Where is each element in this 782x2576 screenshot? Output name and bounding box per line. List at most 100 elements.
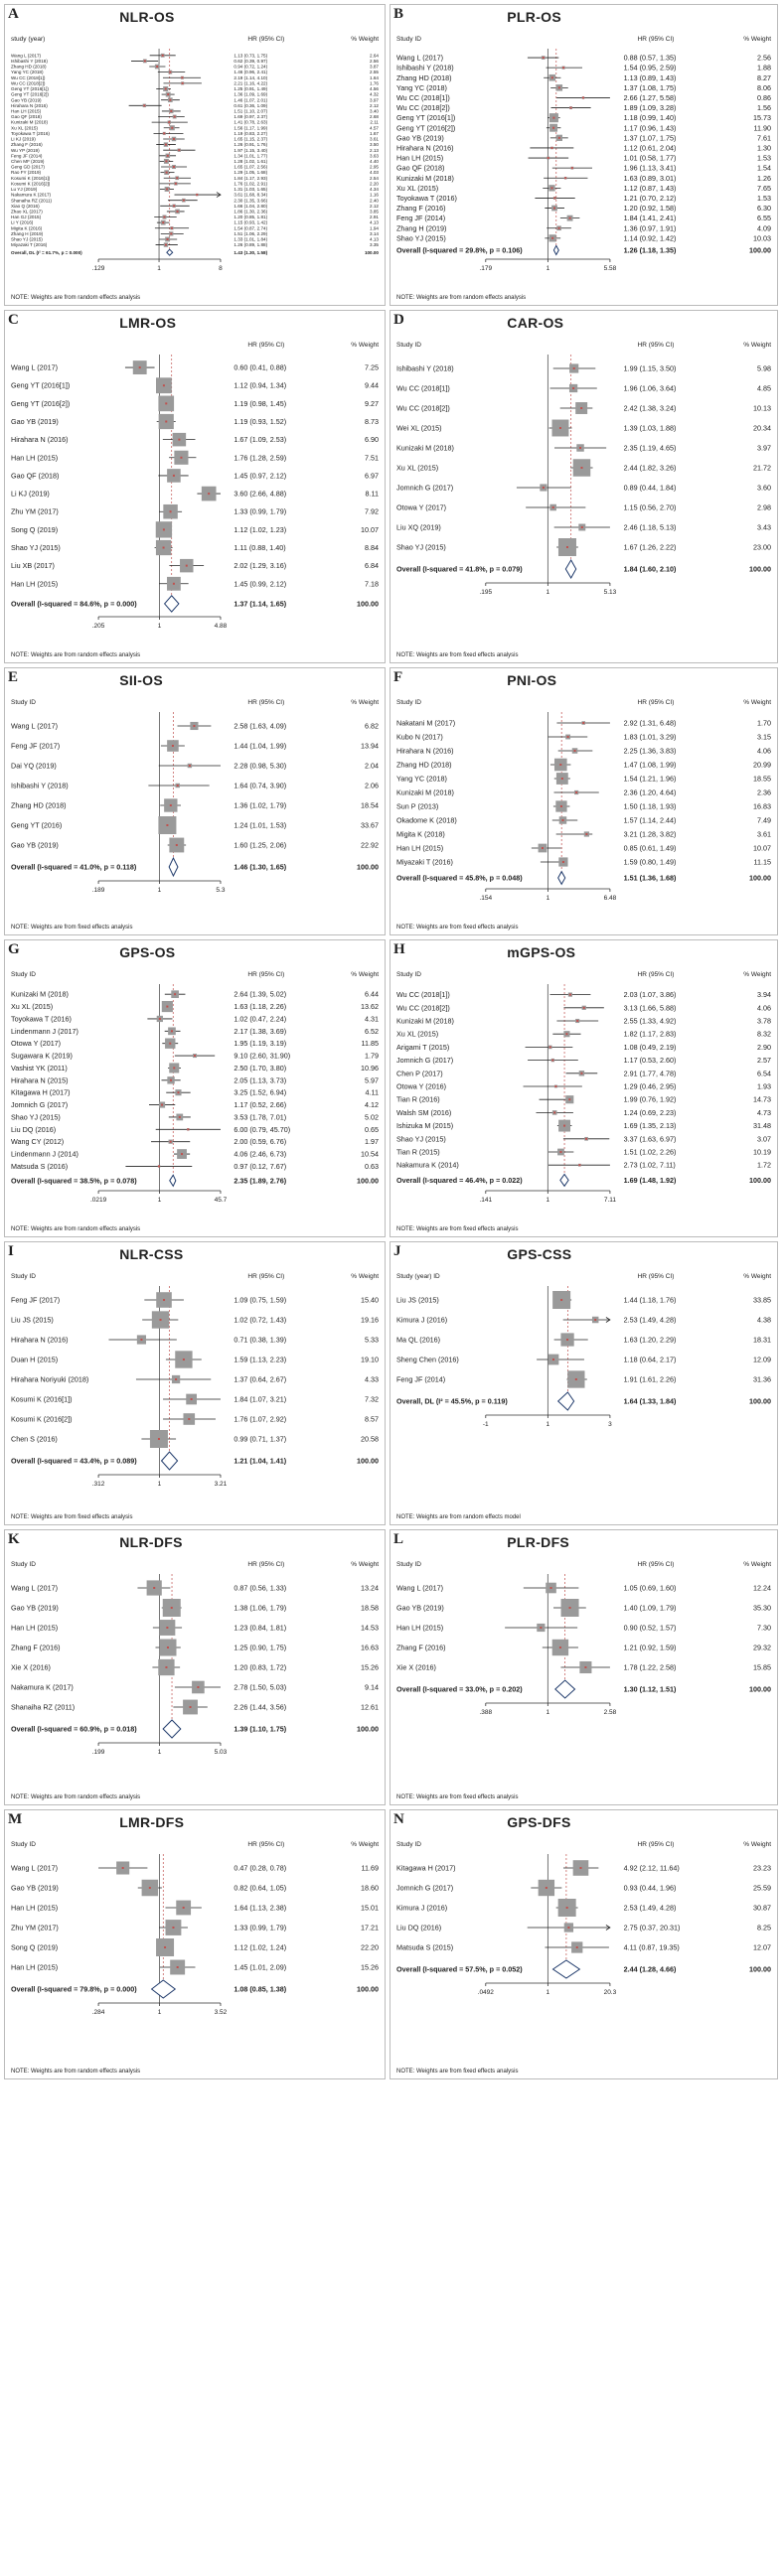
header-weight: % Weight (351, 1561, 379, 1568)
axis-tick-label: 2.58 (604, 1709, 617, 1716)
weight-text: 29.32 (753, 1644, 771, 1652)
point-estimate (165, 402, 168, 405)
overall-label: Overall (I-squared = 43.4%, p = 0.089) (11, 1457, 137, 1466)
point-estimate (585, 1137, 588, 1140)
study-label: Lu YJ (2019) (11, 187, 38, 192)
panel-letter: D (393, 312, 404, 328)
study-label: Migita K (2016) (11, 225, 43, 230)
study-label: Ishibashi Y (2018) (11, 782, 69, 790)
forest-panel-a: A NLR-OS study (year) HR (95% CI) % Weight Wa… (4, 4, 386, 306)
forest-svg: Study ID HR (95% CI) % Weight Wang L (2017)… (396, 1561, 771, 1800)
study-label: Nakatani M (2017) (396, 719, 455, 728)
axis-tick-label: 7.11 (604, 1197, 617, 1204)
hr-ci-text: 1.86 (1.30, 2.36) (234, 210, 267, 215)
forest-svg: study (year) HR (95% CI) % Weight Wang L (2… (11, 36, 379, 301)
header-hr: HR (95% CI) (638, 699, 675, 706)
study-label: Duan H (2015) (11, 1356, 58, 1364)
point-estimate (579, 1867, 582, 1869)
point-estimate (541, 847, 544, 849)
panel-title: LMR-DFS (119, 1814, 185, 1830)
axis-tick-label: .0219 (90, 1197, 107, 1204)
point-estimate (167, 93, 170, 96)
hr-ci-text: 1.20 (0.85, 1.81) (234, 215, 267, 219)
study-label: Zhang HD (2018) (396, 73, 452, 82)
weight-text: 8.32 (757, 1030, 771, 1039)
study-label: Lindenmann J (2017) (11, 1027, 78, 1036)
study-label: Wu CC (2018[2]) (396, 1003, 450, 1012)
panel-letter: L (393, 1531, 404, 1547)
overall-hr-text: 1.64 (1.33, 1.84) (624, 1397, 677, 1406)
study-label: Kosumi K (2016[2]) (11, 181, 51, 186)
overall-diamond (169, 1174, 177, 1188)
header-study: Study ID (396, 1841, 421, 1848)
hr-ci-text: 1.12 (0.87, 1.43) (624, 184, 677, 193)
point-estimate (551, 506, 554, 508)
ci-arrow (216, 192, 222, 198)
point-estimate (547, 157, 549, 160)
weight-text: 22.92 (361, 841, 379, 850)
weight-text: 2.12 (370, 204, 379, 209)
weights-note: NOTE: Weights are from random effects an… (396, 295, 526, 301)
weight-text: 4.32 (370, 92, 379, 97)
overall-weight-text: 100.00 (357, 1176, 379, 1185)
hr-ci-text: 1.65 (1.07, 2.56) (234, 165, 267, 170)
hr-ci-text: 1.99 (0.76, 1.92) (624, 1095, 677, 1104)
weight-text: 5.33 (365, 1336, 379, 1345)
hr-ci-text: 2.17 (1.38, 3.69) (234, 1027, 286, 1036)
hr-ci-text: 1.59 (0.80, 1.49) (624, 858, 677, 867)
hr-ci-text: 2.35 (1.19, 4.65) (624, 444, 677, 453)
weight-text: 1.56 (757, 103, 771, 112)
study-label: Zhang F (2016) (396, 204, 446, 213)
hr-ci-text: 1.60 (1.25, 2.06) (234, 841, 286, 850)
point-estimate (594, 1319, 597, 1321)
weight-text: 6.55 (757, 214, 771, 222)
weights-note: NOTE: Weights are from random effects an… (11, 295, 140, 301)
point-estimate (161, 54, 164, 57)
point-estimate (565, 1033, 568, 1036)
hr-ci-text: 4.06 (2.46, 6.73) (234, 1150, 286, 1159)
overall-hr-text: 1.51 (1.36, 1.68) (624, 874, 677, 883)
study-label: Wu CC (2018[2]) (396, 103, 450, 112)
forest-panel-k: K NLR-DFS Study ID HR (95% CI) % Weight Wang … (4, 1529, 386, 1805)
point-estimate (579, 447, 582, 449)
study-label: Walsh SM (2016) (396, 1108, 451, 1117)
study-label: Otowa Y (2016) (396, 1082, 446, 1091)
study-label: Liu XB (2017) (11, 561, 55, 570)
overall-diamond (552, 244, 559, 256)
hr-ci-text: 1.26 (0.89, 1.88) (234, 242, 267, 247)
hr-ci-text: 2.02 (1.29, 3.16) (234, 561, 286, 570)
study-label: Xu XL (2015) (396, 1030, 438, 1039)
study-label: Wang L (2017) (11, 722, 58, 731)
hr-ci-text: 1.17 (0.96, 1.43) (624, 123, 677, 132)
weight-text: 12.61 (361, 1703, 379, 1712)
point-estimate (182, 1907, 185, 1909)
point-estimate (194, 1055, 197, 1058)
overall-weight-text: 100.00 (357, 863, 379, 872)
overall-hr-text: 1.21 (1.04, 1.41) (234, 1457, 286, 1466)
hr-ci-text: 1.14 (0.92, 1.42) (624, 233, 677, 242)
axis-tick-label: 5.13 (604, 589, 617, 596)
header-hr: HR (95% CI) (638, 342, 675, 349)
point-estimate (193, 725, 196, 727)
axis-tick-label: 1 (547, 895, 550, 902)
forest-panel-e: E SII-OS Study ID HR (95% CI) % Weight Wang L… (4, 667, 386, 935)
point-estimate (581, 96, 584, 99)
axis-tick-label: 3.21 (215, 1481, 228, 1488)
study-label: Dai YQ (2019) (11, 762, 57, 771)
hr-ci-text: 1.96 (1.06, 3.64) (624, 384, 677, 393)
weight-text: 3.85 (370, 210, 379, 215)
weight-text: 12.24 (753, 1584, 771, 1593)
axis-tick-label: .388 (479, 1709, 492, 1716)
hr-ci-text: 2.26 (1.44, 3.56) (234, 1703, 286, 1712)
panel-title: PLR-OS (507, 9, 561, 25)
hr-ci-text: 2.03 (1.07, 3.86) (624, 990, 677, 999)
hr-ci-text: 2.53 (1.49, 4.28) (624, 1316, 677, 1325)
hr-ci-text: 1.63 (1.18, 2.26) (234, 1002, 286, 1011)
weight-text: 14.53 (361, 1624, 379, 1633)
header-weight: % Weight (351, 699, 379, 706)
hr-ci-text: 1.83 (1.01, 3.29) (624, 733, 677, 742)
weight-text: 4.73 (757, 1108, 771, 1117)
hr-ci-text: 1.15 (0.56, 2.70) (624, 503, 677, 512)
hr-ci-text: 2.46 (1.18, 5.13) (624, 523, 677, 532)
hr-ci-text: 9.10 (2.60, 31.90) (234, 1052, 290, 1061)
